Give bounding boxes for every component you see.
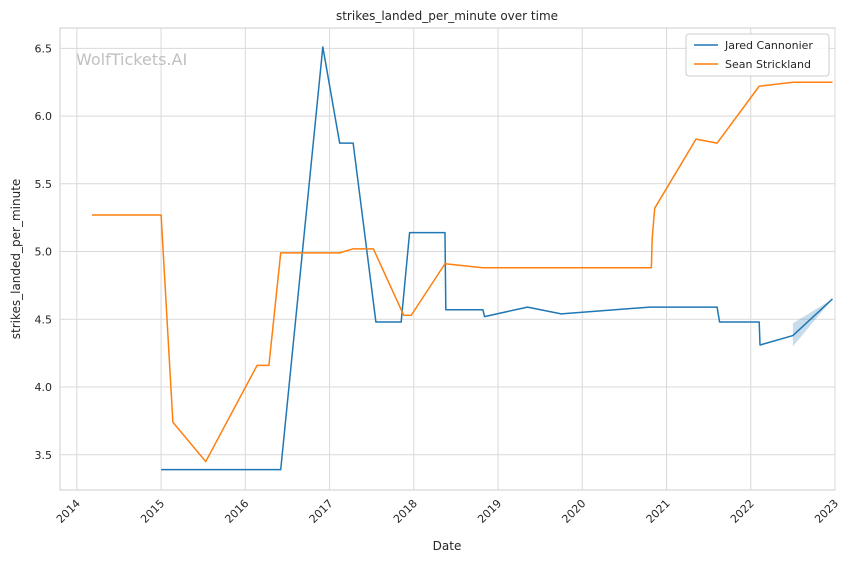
y-tick-label: 4.5 [35, 313, 53, 326]
legend-label-jared-cannonier: Jared Cannonier [724, 39, 813, 52]
chart-title: strikes_landed_per_minute over time [336, 9, 558, 23]
y-axis-label: strikes_landed_per_minute [9, 179, 23, 340]
y-tick-label: 4.0 [35, 381, 53, 394]
confidence-band-jared-cannonier [792, 298, 833, 347]
confidence-bands [792, 298, 833, 347]
x-tick-label: 2023 [812, 497, 841, 526]
x-ticks: 2014 2015 2016 2017 2018 2019 2020 2021 2022 2023 [54, 497, 841, 526]
grid [60, 28, 836, 490]
x-tick-label: 2014 [54, 497, 83, 526]
legend-box [685, 33, 830, 77]
y-tick-label: 6.0 [35, 110, 53, 123]
x-tick-label: 2021 [644, 497, 673, 526]
y-tick-label: 3.5 [35, 449, 53, 462]
x-tick-label: 2019 [475, 497, 504, 526]
y-tick-label: 5.5 [35, 178, 53, 191]
x-tick-label: 2015 [138, 497, 167, 526]
legend: Jared Cannonier Sean Strickland [685, 33, 830, 77]
plot-area [59, 27, 836, 491]
x-tick-label: 2016 [222, 497, 251, 526]
series-lines [92, 46, 833, 471]
x-tick-label: 2017 [307, 497, 336, 526]
y-tick-label: 6.5 [35, 42, 53, 55]
series-line-sean-strickland [92, 81, 833, 463]
y-ticks: 3.5 4.0 4.5 5.0 5.5 6.0 6.5 [35, 42, 53, 461]
x-tick-label: 2020 [559, 497, 588, 526]
x-axis-label: Date [433, 539, 462, 553]
watermark: WolfTickets.AI [76, 50, 187, 69]
series-line-jared-cannonier [161, 46, 833, 471]
legend-label-sean-strickland: Sean Strickland [725, 58, 811, 71]
x-tick-label: 2022 [728, 497, 757, 526]
y-tick-label: 5.0 [35, 246, 53, 259]
x-tick-label: 2018 [391, 497, 420, 526]
